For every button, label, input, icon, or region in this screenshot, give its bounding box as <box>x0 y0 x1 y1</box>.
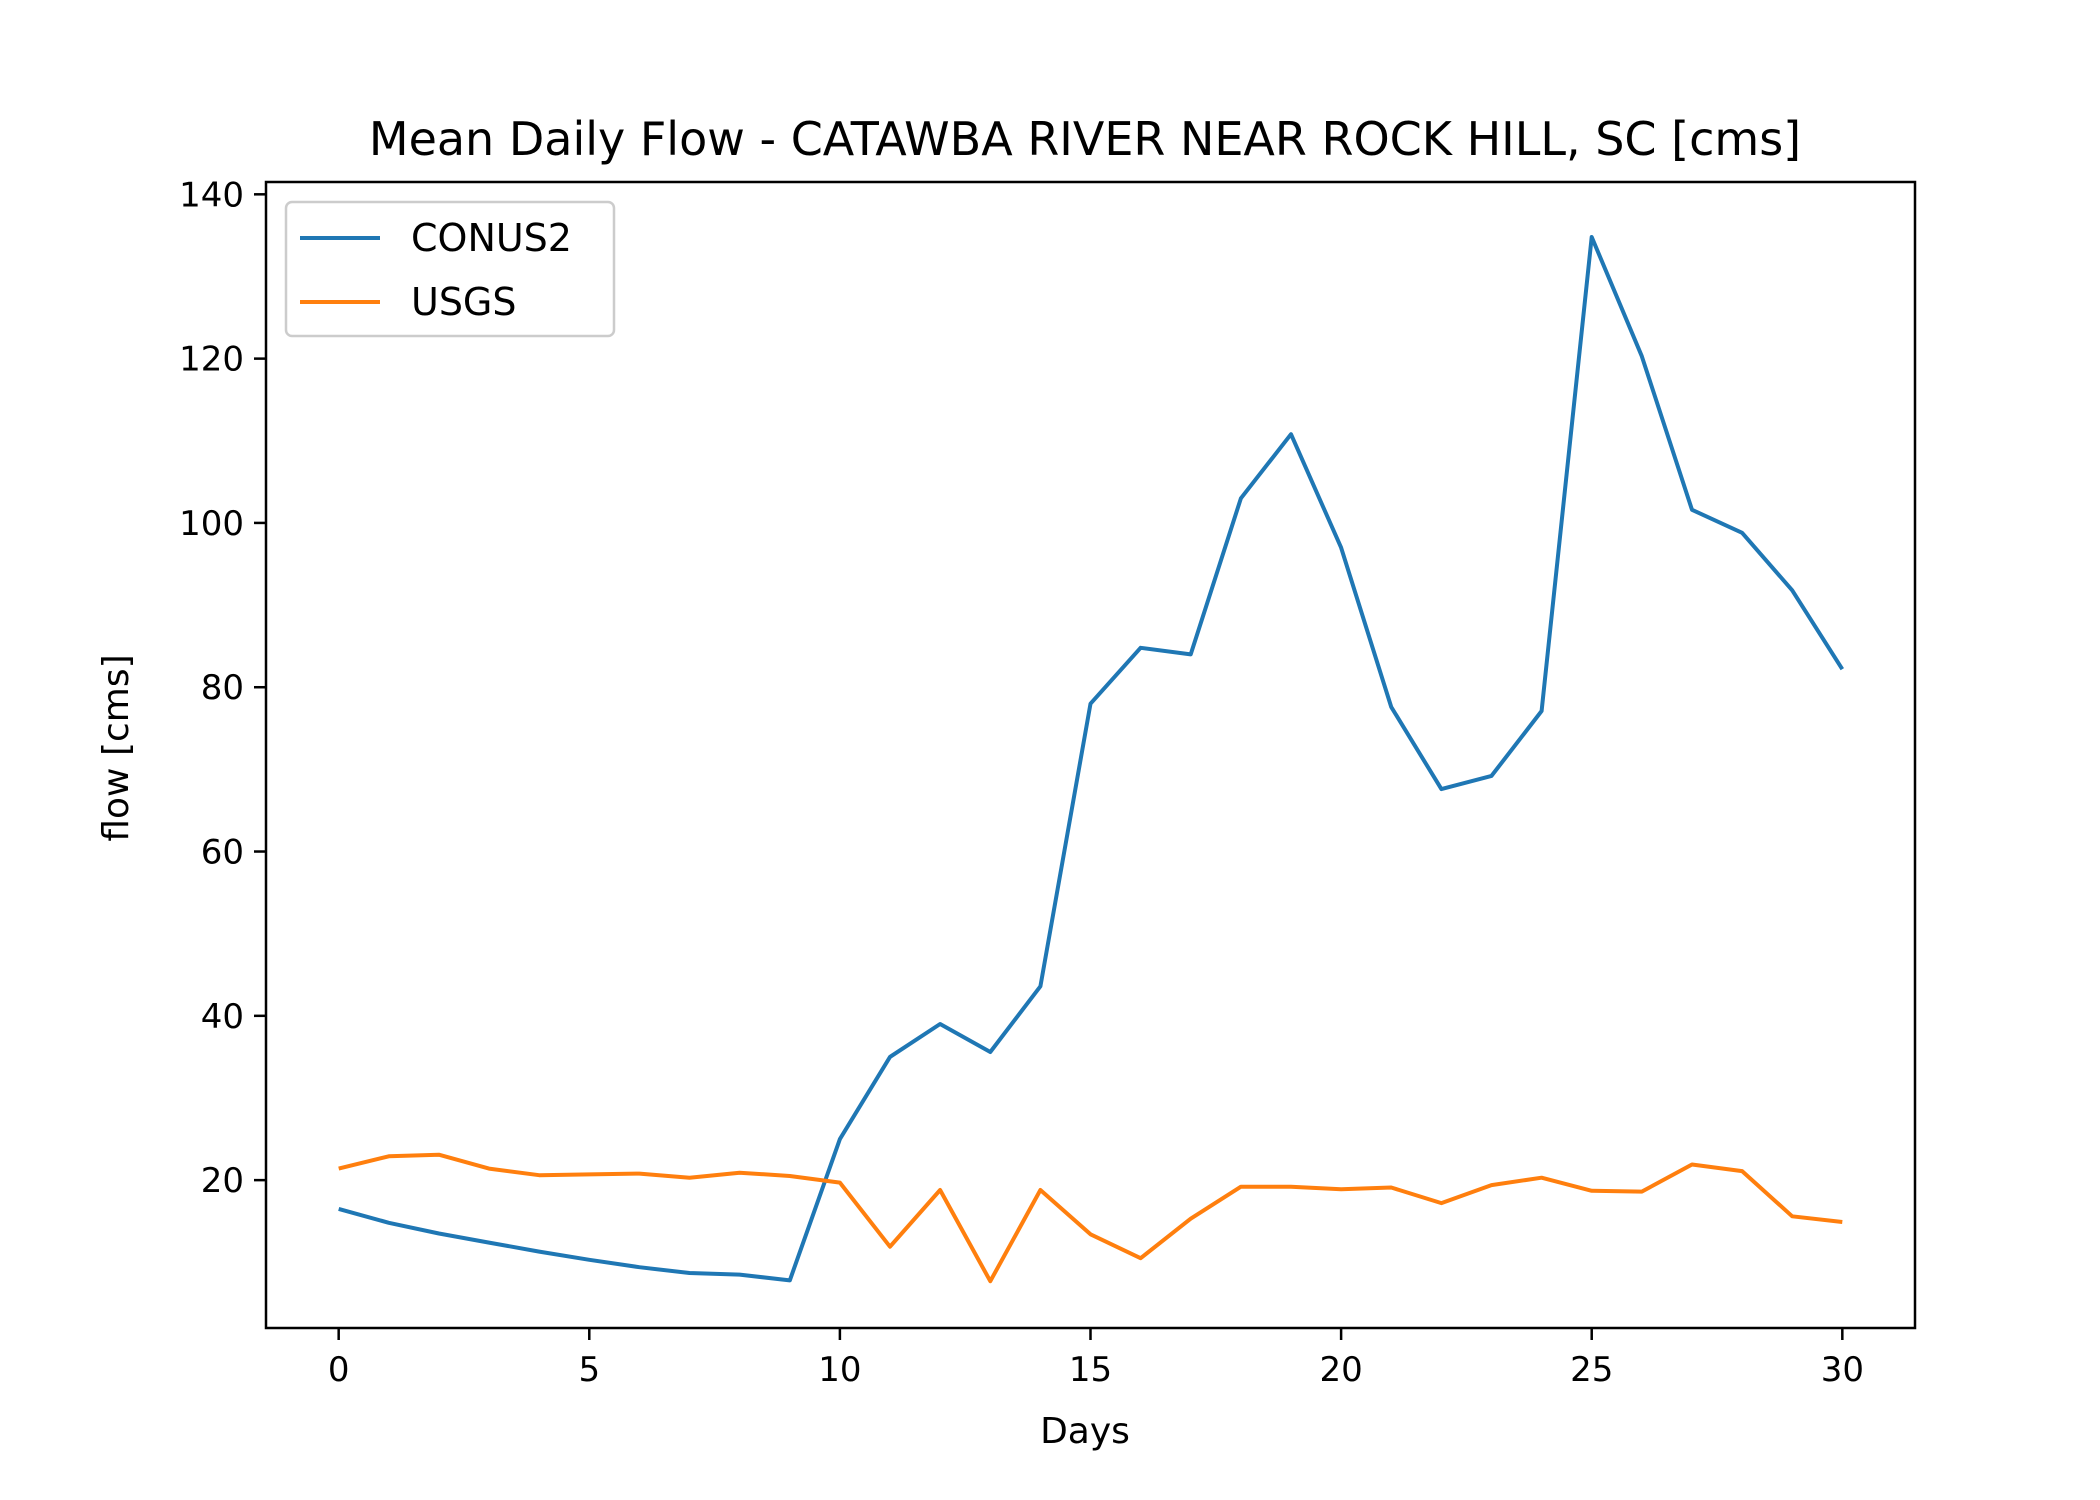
y-tick-label: 140 <box>179 175 244 215</box>
y-tick-label: 100 <box>179 504 244 544</box>
chart-title: Mean Daily Flow - CATAWBA RIVER NEAR ROC… <box>369 112 1801 166</box>
x-axis-label: Days <box>1040 1411 1130 1452</box>
series-line-conus2 <box>338 235 1844 1283</box>
y-tick-label: 40 <box>201 997 244 1037</box>
y-tick-label: 120 <box>179 340 244 380</box>
x-tick-label: 30 <box>1821 1350 1864 1390</box>
x-tick-label: 20 <box>1319 1350 1362 1390</box>
y-axis-label: flow [cms] <box>96 654 137 841</box>
x-tick-label: 25 <box>1570 1350 1613 1390</box>
y-tick-label: 60 <box>201 833 244 873</box>
x-tick-label: 0 <box>328 1350 350 1390</box>
axis-ticks: 0 5 10 15 20 25 30 20 40 60 80 100 120 140 <box>179 175 1864 1390</box>
x-tick-label: 5 <box>578 1350 600 1390</box>
y-tick-label: 20 <box>201 1161 244 1201</box>
series-lines <box>338 235 1844 1284</box>
legend-label-usgs: USGS <box>411 280 517 324</box>
x-tick-label: 15 <box>1069 1350 1112 1390</box>
legend-label-conus2: CONUS2 <box>411 216 572 260</box>
series-line-usgs <box>338 1152 1843 1284</box>
y-tick-label: 80 <box>201 668 244 708</box>
legend: CONUS2 USGS <box>284 200 616 338</box>
x-tick-label: 10 <box>818 1350 861 1390</box>
plot-frame <box>264 180 1917 1330</box>
